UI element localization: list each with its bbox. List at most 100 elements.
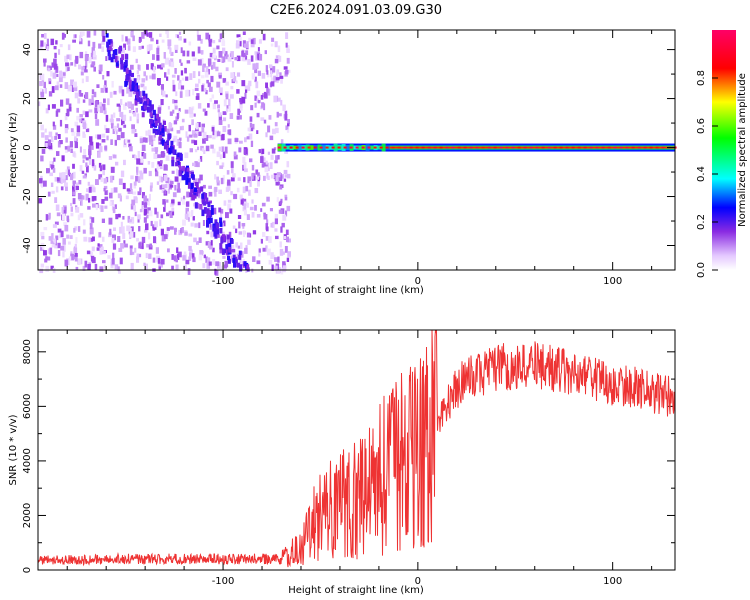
noise-speckle — [188, 134, 193, 138]
noise-speckle — [121, 34, 124, 42]
noise-speckle — [44, 135, 49, 141]
noise-speckle — [222, 231, 225, 237]
noise-speckle — [279, 186, 283, 190]
noise-speckle — [171, 199, 175, 204]
noise-speckle — [118, 269, 121, 274]
carrier-dot — [301, 146, 305, 149]
noise-speckle — [45, 256, 48, 261]
noise-speckle — [174, 68, 177, 74]
noise-speckle — [235, 43, 240, 49]
noise-speckle — [48, 131, 53, 138]
noise-speckle — [40, 91, 45, 98]
noise-speckle — [161, 63, 165, 68]
noise-speckle — [177, 182, 180, 190]
noise-speckle — [66, 234, 70, 239]
noise-speckle — [208, 261, 212, 266]
noise-speckle — [270, 70, 273, 78]
noise-speckle — [199, 174, 203, 181]
noise-speckle — [276, 197, 279, 203]
noise-speckle — [76, 115, 80, 121]
noise-speckle — [186, 191, 190, 198]
carrier-blob — [341, 144, 346, 151]
noise-speckle — [143, 86, 147, 90]
noise-speckle — [222, 47, 226, 54]
noise-speckle — [207, 58, 212, 65]
noise-speckle — [156, 211, 159, 218]
noise-speckle — [264, 166, 269, 173]
noise-speckle — [51, 164, 55, 170]
noise-speckle — [163, 206, 166, 212]
noise-speckle — [130, 189, 133, 194]
noise-speckle — [64, 55, 68, 62]
noise-speckle — [179, 126, 184, 131]
noise-speckle — [287, 238, 291, 243]
noise-speckle — [91, 246, 95, 252]
streak-speckle — [190, 174, 194, 179]
streak-speckle — [110, 57, 114, 63]
noise-speckle — [101, 139, 106, 143]
noise-speckle — [59, 44, 63, 48]
colorbar-ticks: 0.00.20.40.60.8 — [696, 70, 718, 278]
noise-speckle — [101, 103, 106, 111]
noise-speckle — [99, 106, 104, 113]
noise-speckle — [277, 97, 281, 102]
noise-speckle — [49, 172, 53, 177]
carrier-dot — [577, 146, 581, 149]
noise-speckle — [226, 238, 230, 245]
noise-speckle — [254, 76, 257, 83]
streak-speckle — [107, 46, 111, 52]
streak-speckle — [194, 187, 197, 192]
noise-speckle — [252, 230, 257, 235]
noise-speckle — [109, 91, 113, 98]
noise-speckle — [185, 90, 189, 97]
noise-speckle — [278, 209, 283, 214]
noise-speckle — [180, 87, 183, 94]
noise-speckle — [112, 207, 116, 214]
noise-speckle — [85, 162, 88, 168]
snr-x-tick-label: -100 — [212, 576, 235, 587]
noise-speckle — [269, 162, 273, 169]
noise-speckle — [192, 257, 196, 263]
noise-speckle — [161, 187, 166, 193]
noise-speckle — [131, 128, 135, 134]
spectrogram-x-tick-label: 0 — [415, 276, 421, 287]
noise-speckle — [121, 119, 125, 126]
noise-speckle — [56, 212, 61, 217]
noise-speckle — [60, 245, 65, 251]
noise-speckle — [262, 93, 266, 98]
noise-speckle — [85, 128, 90, 133]
noise-speckle — [264, 50, 267, 55]
noise-speckle — [45, 214, 49, 221]
noise-speckle — [263, 214, 268, 220]
noise-speckle — [185, 207, 189, 215]
noise-speckle — [182, 50, 186, 57]
noise-speckle — [211, 64, 214, 70]
streak-speckle — [123, 62, 127, 67]
noise-speckle — [269, 208, 273, 212]
noise-speckle — [165, 155, 170, 161]
noise-speckle — [97, 134, 102, 140]
carrier-dot — [409, 146, 413, 149]
noise-speckle — [143, 30, 148, 36]
noise-speckle — [198, 254, 203, 261]
noise-speckle — [136, 253, 140, 260]
noise-speckle — [54, 245, 58, 249]
noise-speckle — [202, 263, 206, 269]
noise-speckle — [272, 128, 276, 135]
noise-speckle — [239, 194, 243, 200]
noise-speckle — [136, 238, 139, 242]
noise-speckle — [48, 91, 53, 97]
noise-speckle — [220, 208, 224, 214]
snr-series-line — [37, 329, 676, 568]
streak-speckle — [213, 231, 217, 237]
noise-speckle — [58, 49, 61, 55]
carrier-blob — [281, 143, 286, 152]
noise-speckle — [55, 204, 60, 211]
noise-speckle — [39, 81, 43, 87]
streak-speckle — [157, 116, 161, 124]
noise-speckle — [145, 223, 149, 231]
noise-speckle — [154, 147, 159, 152]
noise-speckle — [94, 113, 98, 119]
noise-speckle — [130, 32, 134, 37]
noise-speckle — [38, 198, 43, 204]
